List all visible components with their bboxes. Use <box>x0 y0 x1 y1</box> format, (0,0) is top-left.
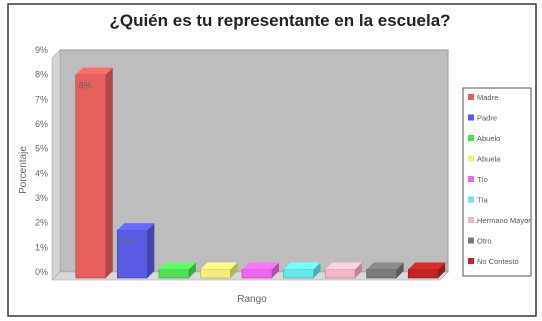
bar-top <box>158 262 196 270</box>
legend-swatch <box>468 176 474 182</box>
y-tick-label: 9% <box>35 45 48 55</box>
bar-front <box>366 269 397 279</box>
y-tick-label: 4% <box>35 168 48 178</box>
bar-top <box>117 223 155 231</box>
bar-top <box>75 67 113 75</box>
bar <box>75 67 113 279</box>
legend-swatch <box>468 94 474 100</box>
legend-label: No Contestó <box>477 257 519 266</box>
bar-data-label: 2% <box>120 236 133 246</box>
bar-top <box>366 262 404 270</box>
bars-group: 8% 2% <box>75 67 446 279</box>
bar-front <box>200 269 231 279</box>
y-axis-ticks: 0% 1% 2% 3% 4% 5% 6% 7% 8% 9% <box>35 45 48 277</box>
bar-data-label: 8% <box>79 81 92 91</box>
bar-top <box>283 262 321 270</box>
bar-front <box>283 269 314 279</box>
bar <box>158 262 196 279</box>
bar-front <box>75 74 107 279</box>
legend-swatch <box>468 217 474 223</box>
bar-side <box>230 262 238 278</box>
legend-swatch <box>468 155 474 162</box>
chart-title: ¿Quién es tu representante en la escuela… <box>109 11 450 30</box>
bar-side <box>147 223 155 278</box>
bar <box>283 262 321 279</box>
legend-swatch <box>468 135 474 141</box>
y-tick-label: 8% <box>35 70 48 80</box>
bar-side <box>105 67 113 279</box>
bar-front <box>324 269 356 279</box>
y-tick-label: 1% <box>35 242 48 252</box>
legend-label: Hermano Mayor <box>477 216 531 225</box>
bar-side <box>438 262 446 278</box>
bar-side <box>272 262 279 278</box>
bar <box>366 262 404 279</box>
y-tick-label: 3% <box>35 193 48 203</box>
legend-swatch <box>468 196 474 203</box>
bar-side <box>188 262 196 278</box>
legend-label: Abuela <box>477 155 501 164</box>
bar <box>324 262 363 279</box>
bar-side <box>313 262 321 278</box>
x-axis-label: Rango <box>237 294 267 305</box>
bar <box>241 262 279 279</box>
legend-box <box>462 87 532 277</box>
y-tick-label: 6% <box>35 119 48 129</box>
legend-label: Padre <box>477 114 497 123</box>
bar-top <box>200 262 238 270</box>
bar <box>117 223 155 279</box>
y-tick-label: 7% <box>35 94 48 104</box>
bar-top <box>325 262 363 270</box>
legend-label: Tío <box>477 175 488 184</box>
y-tick-label: 0% <box>35 267 48 277</box>
bar-front <box>158 269 190 279</box>
y-axis-label: Porcentaje <box>18 146 29 194</box>
bar-top <box>242 262 279 270</box>
bar-side <box>396 262 404 278</box>
legend-label: Tía <box>477 196 489 205</box>
plot-side-wall <box>51 49 61 281</box>
bar-top <box>408 262 446 270</box>
legend-label: Otro <box>477 237 492 246</box>
legend-label: Madre <box>477 93 498 102</box>
legend-label: Abuelo <box>477 134 500 143</box>
bar <box>200 262 238 279</box>
legend-swatch <box>468 237 474 244</box>
y-tick-label: 2% <box>35 218 48 228</box>
bar-front <box>241 269 273 279</box>
bar-side <box>355 262 363 278</box>
bar-front <box>407 269 439 279</box>
bar <box>407 262 446 279</box>
bar-front <box>117 229 148 279</box>
y-tick-label: 5% <box>35 144 48 154</box>
legend: Madre Padre Abuelo Abuela Tío Tía Hermano Mayo… <box>468 93 531 266</box>
legend-swatch <box>468 258 474 264</box>
legend-swatch <box>468 114 474 121</box>
